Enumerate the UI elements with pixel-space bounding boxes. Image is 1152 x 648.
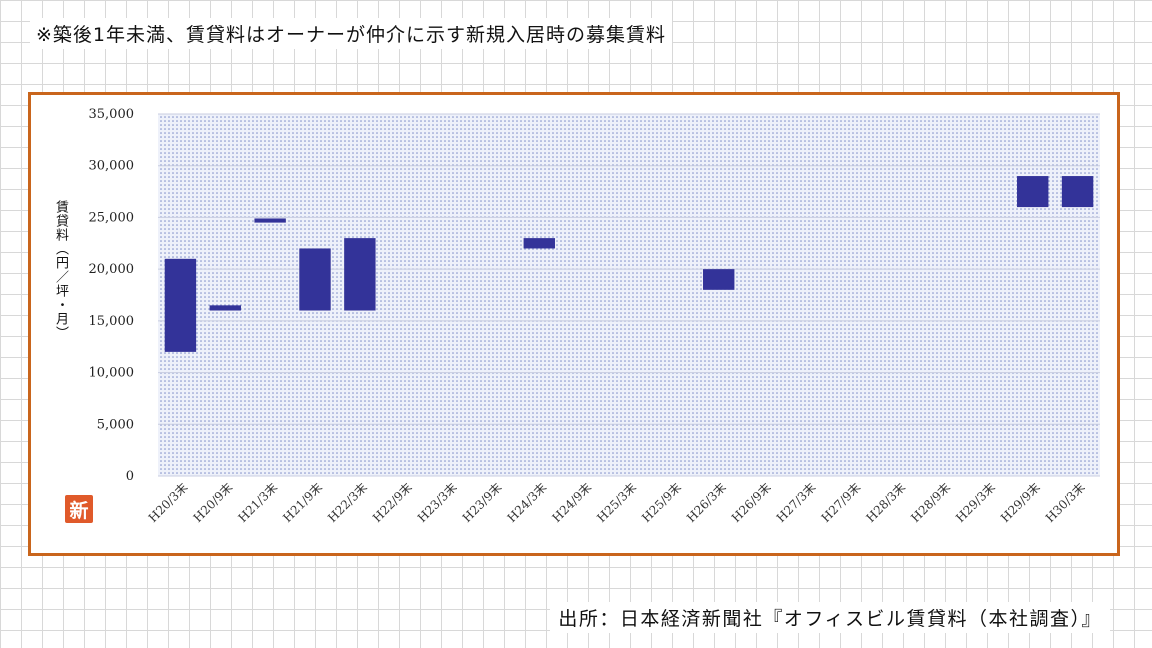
x-tick-label: H20/9末	[191, 480, 236, 525]
range-bar	[1061, 176, 1094, 208]
y-tick-label: 0	[126, 469, 134, 484]
x-tick-label: H22/3末	[325, 480, 370, 525]
x-tick-label: H28/9末	[908, 480, 953, 525]
y-tick-label: 25,000	[89, 210, 135, 225]
chart-note: ※築後1年未満、賃貸料はオーナーが仲介に示す新規入居時の募集賃料	[30, 18, 673, 49]
y-tick-label: 30,000	[89, 159, 135, 174]
x-tick-label: H28/3末	[863, 480, 908, 525]
x-axis-ticks: H20/3末 H20/9末 H21/3末 H21/9末 H22/3末 H22/9末 H23/…	[146, 480, 1088, 525]
x-tick-label: H23/9末	[460, 480, 505, 525]
y-tick-label: 5,000	[97, 417, 134, 432]
x-tick-label: H21/9末	[280, 480, 325, 525]
range-bar	[344, 238, 376, 311]
y-tick-label: 20,000	[89, 262, 135, 277]
x-tick-label: H24/3末	[505, 480, 550, 525]
x-tick-label: H22/9末	[370, 480, 415, 525]
y-tick-label: 35,000	[89, 107, 135, 122]
range-bar	[1017, 176, 1049, 208]
x-tick-label: H27/3末	[774, 480, 819, 525]
gridlines	[158, 113, 1100, 477]
x-tick-label: H24/9末	[549, 480, 594, 525]
range-bar	[523, 238, 555, 249]
x-tick-label: H27/9末	[819, 480, 864, 525]
range-bar	[164, 258, 197, 352]
y-tick-label: 10,000	[89, 366, 135, 381]
x-tick-label: H29/3末	[953, 480, 998, 525]
x-tick-label: H26/3末	[684, 480, 729, 525]
range-bar	[209, 305, 241, 311]
x-tick-label: H23/3末	[415, 480, 460, 525]
x-tick-label: H20/3末	[146, 480, 191, 525]
x-tick-label: H30/3末	[1043, 480, 1088, 525]
x-tick-label: H25/3末	[594, 480, 639, 525]
x-tick-label: H25/9末	[639, 480, 684, 525]
y-axis-ticks: 0 5,000 10,000 15,000 20,000 25,000 30,000 35,0…	[89, 107, 135, 484]
y-axis-label: 賃貸料（円／坪・月）	[53, 200, 68, 340]
bars	[164, 176, 1094, 352]
x-tick-label: H21/3末	[235, 480, 280, 525]
source-note: 出所：日本経済新聞社『オフィスビル賃貸料（本社調査）』	[550, 602, 1110, 633]
y-tick-label: 15,000	[89, 314, 135, 329]
x-tick-label: H29/9末	[998, 480, 1043, 525]
range-bar	[299, 248, 331, 311]
nikkei-badge-icon: 新	[65, 495, 93, 523]
range-bar	[703, 269, 735, 290]
x-tick-label: H26/9末	[729, 480, 774, 525]
range-bar	[254, 218, 286, 223]
